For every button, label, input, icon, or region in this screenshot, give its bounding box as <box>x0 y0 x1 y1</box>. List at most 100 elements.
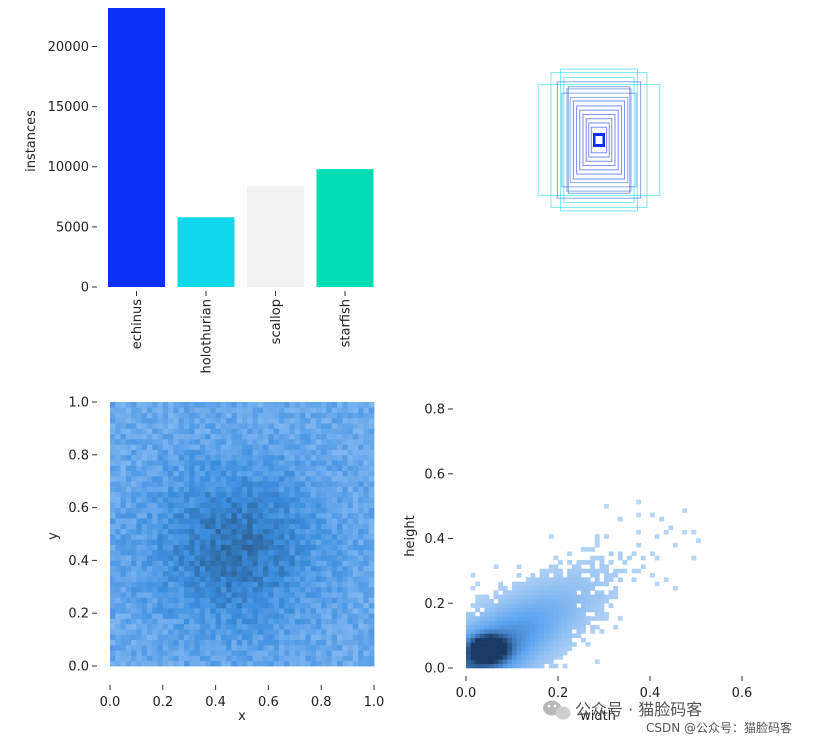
xy-cell <box>115 497 121 503</box>
xy-cell <box>210 402 216 408</box>
xy-cell <box>110 417 116 424</box>
xy-cell <box>310 555 317 561</box>
xy-cell <box>358 618 364 625</box>
xy-cell <box>305 475 312 482</box>
xy-cell <box>199 644 206 651</box>
xy-cell <box>352 565 359 572</box>
wh-cell <box>553 629 559 634</box>
xy-cell <box>178 412 185 419</box>
xy-cell <box>120 407 127 413</box>
xy-cell <box>368 428 375 435</box>
xy-cell <box>294 555 301 561</box>
xy-cell <box>257 417 264 424</box>
xy-cell <box>268 518 275 524</box>
xy-cell <box>146 523 153 530</box>
xy-cell <box>157 444 164 450</box>
xy-cell <box>141 555 148 561</box>
xy-cell <box>273 507 280 514</box>
wh-cell <box>507 607 513 613</box>
xy-cell <box>337 454 343 461</box>
xy-cell <box>252 460 259 466</box>
xy-cell <box>352 512 359 519</box>
xy-cell <box>120 502 127 508</box>
xy-cell <box>146 623 153 630</box>
xy-cell <box>215 428 222 435</box>
wh-cell <box>567 637 573 643</box>
wh-cell <box>590 555 596 561</box>
wh-cell <box>594 624 600 630</box>
xy-cell <box>189 417 195 424</box>
xy-cell <box>189 570 195 577</box>
wh-cell <box>502 663 508 669</box>
wh-cell <box>525 616 531 621</box>
xy-cell <box>321 655 327 662</box>
xy-cell <box>300 528 306 535</box>
xy-cell <box>183 555 190 561</box>
xy-cell <box>115 523 121 530</box>
xy-cell <box>236 544 243 551</box>
xy-cell <box>215 507 222 514</box>
xy-cell <box>131 417 137 424</box>
xy-cell <box>305 518 312 524</box>
xy-cell <box>368 597 375 604</box>
xy-cell <box>146 465 153 472</box>
xy-cell <box>168 486 174 493</box>
xy-cell <box>315 449 322 456</box>
xy-cell <box>168 539 174 545</box>
xy-cell <box>337 602 343 609</box>
xy-cell <box>173 623 180 630</box>
wh-cell <box>604 564 609 570</box>
wh-cell <box>604 568 609 574</box>
xy-cell <box>337 534 343 540</box>
bar-y-tick-label-4: 20000 <box>48 40 89 55</box>
xy-cell <box>173 602 180 609</box>
wh-cell <box>604 598 609 604</box>
xy-cell <box>115 412 121 419</box>
box-9 <box>572 100 626 180</box>
xy-cell <box>210 602 216 609</box>
xy-cell <box>268 618 275 625</box>
xy-cell <box>331 512 338 519</box>
wh-cell <box>544 573 550 578</box>
xy-cell <box>268 444 275 450</box>
xy-cell <box>358 528 364 535</box>
xy-cell <box>110 402 116 408</box>
xy-cell <box>337 523 343 530</box>
xy-cell <box>257 491 264 498</box>
xy-cell <box>178 433 185 440</box>
xy-cell <box>363 639 370 646</box>
xy-cell <box>226 465 232 472</box>
xy-cell <box>305 560 312 567</box>
wh-cell <box>521 659 527 664</box>
xy-cell <box>120 565 127 572</box>
xy-cell <box>321 497 327 503</box>
xy-cell <box>294 565 301 572</box>
xy-cell <box>310 444 317 450</box>
xy-cell <box>358 475 364 482</box>
wh-cell <box>636 512 642 518</box>
wh-cell <box>521 620 527 626</box>
xy-cell <box>168 512 174 519</box>
xy-cell <box>215 618 222 625</box>
xy-cell <box>321 465 327 472</box>
xy-cell <box>368 497 375 503</box>
xy-cell <box>284 402 290 408</box>
xy-cell <box>278 597 285 604</box>
xy-cell <box>173 502 180 508</box>
xy-cell <box>289 428 296 435</box>
xy-cell <box>294 507 301 514</box>
wh-cell <box>576 585 582 591</box>
xy-cell <box>273 454 280 461</box>
xy-cell <box>120 602 127 609</box>
xy-cell <box>278 623 285 630</box>
xy-cell <box>189 438 195 445</box>
xy-cell <box>305 555 312 561</box>
xy-cell <box>273 438 280 445</box>
wh-cell <box>512 650 517 656</box>
wh-cell <box>581 624 586 630</box>
xy-cell <box>199 428 206 435</box>
xy-cell <box>110 486 116 493</box>
xy-cell <box>300 454 306 461</box>
xy-cell <box>294 444 301 450</box>
xy-cell <box>236 475 243 482</box>
